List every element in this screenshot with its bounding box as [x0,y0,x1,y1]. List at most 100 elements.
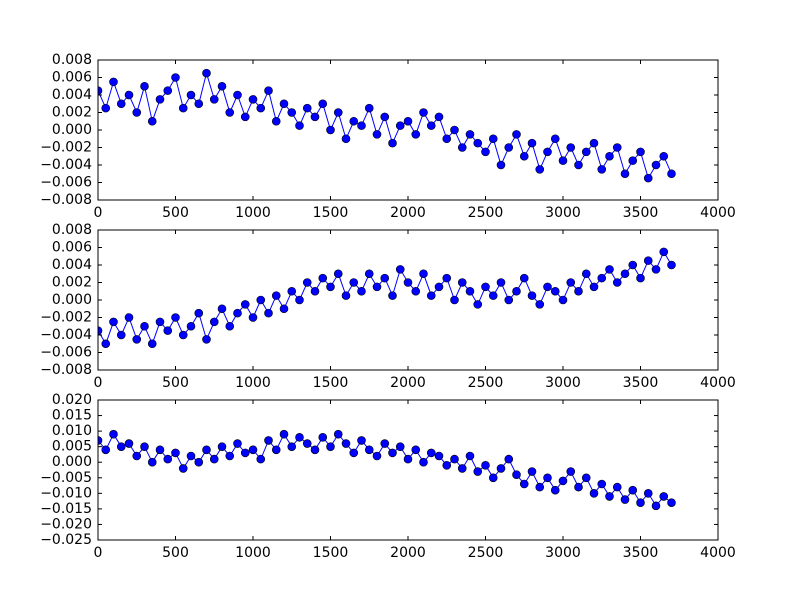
point [318,99,328,109]
point [98,86,103,95]
axes-frame [97,399,719,541]
point [349,448,359,458]
plot-area [98,247,676,349]
point [194,99,204,109]
point [527,467,537,476]
point [620,169,630,179]
point [287,286,297,296]
point [209,454,219,464]
point [395,121,405,130]
point [473,138,483,148]
point [225,108,235,117]
point [550,485,560,495]
point [380,112,390,122]
point [457,278,467,287]
point [504,143,514,152]
point [248,95,258,104]
x-tick-label: 500 [162,205,189,221]
y-tick-label: −0.020 [40,516,92,532]
point [597,273,607,283]
point [566,278,576,287]
point [98,326,103,335]
point [426,448,436,458]
point [186,451,196,461]
point [279,304,289,314]
point [574,482,583,492]
point [659,492,669,501]
x-tick-label: 2000 [390,375,426,391]
point [140,321,149,331]
point [612,278,622,287]
point [535,165,545,174]
point [465,130,475,139]
series-line [98,71,672,180]
axes-frame [97,229,719,371]
axes-frame [97,59,719,201]
point [605,492,614,501]
x-tick-label: 4000 [700,375,736,391]
point [566,467,576,476]
point [512,470,521,479]
point [651,160,661,170]
point [271,291,281,300]
y-tick-label: −0.002 [40,140,92,156]
x-tick-label: 0 [94,375,103,391]
point [535,300,545,309]
x-tick-label: 2500 [468,205,504,221]
point [527,291,537,300]
point [411,286,421,296]
point [171,313,180,322]
point [178,464,188,473]
point [364,445,374,455]
point [209,317,219,327]
x-tick-label: 3500 [623,375,659,391]
y-tick-label: 0.004 [52,257,92,273]
x-tick-label: 1000 [235,545,271,561]
point [140,81,149,91]
point [310,445,320,455]
y-tick-label: 0.000 [52,122,92,138]
point [434,451,444,461]
point [364,269,374,279]
y-tick-label: 0.010 [52,423,92,439]
x-tick-label: 3500 [623,545,659,561]
point [388,291,397,300]
point [116,99,126,109]
point [612,482,622,492]
x-tick-label: 4000 [700,205,736,221]
point [481,282,490,292]
x-tick-label: 3000 [545,375,581,391]
point [287,108,297,117]
point [543,473,552,483]
point [116,442,126,451]
point [620,495,630,504]
y-tick-label: −0.008 [40,362,92,378]
point [256,103,266,113]
point [465,286,475,296]
y-tick-label: 0.000 [52,454,92,470]
point [605,151,614,161]
point [628,485,638,495]
point [496,278,506,287]
point [194,457,204,467]
point [124,439,134,448]
point [109,317,118,327]
point [473,300,483,309]
point [295,433,304,442]
point [372,451,382,461]
point [574,286,583,296]
point [256,454,266,464]
point [643,173,653,183]
x-tick-label: 500 [162,375,189,391]
point [163,454,173,464]
plot-area [98,429,676,511]
y-tick-label: −0.015 [40,501,92,517]
point [264,308,273,318]
point [504,454,514,464]
point [225,321,235,331]
y-tick-label: 0.005 [52,439,92,455]
point [566,143,576,152]
point [326,125,335,135]
y-tick-label: −0.025 [40,532,92,548]
